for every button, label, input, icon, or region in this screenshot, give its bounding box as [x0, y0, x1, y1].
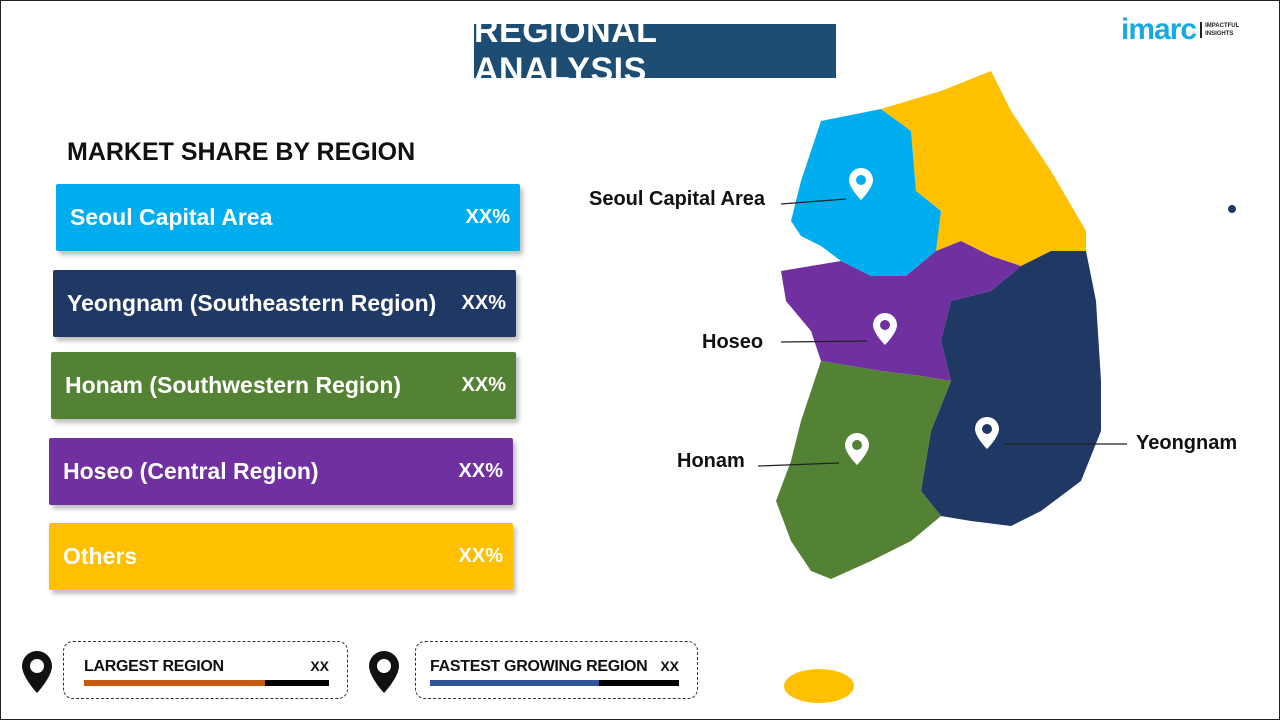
progress-fill	[84, 680, 266, 686]
progress-fill	[430, 680, 600, 686]
region-label: Honam (Southwestern Region)	[65, 372, 402, 398]
region-label: Others	[63, 543, 138, 569]
largest-region-card: LARGEST REGION XX	[63, 641, 348, 699]
map-label-seoul: Seoul Capital Area	[589, 188, 765, 210]
card-value: XX	[310, 658, 329, 674]
region-bar-others: Others XX%	[49, 523, 513, 590]
leader-line-hoseo	[780, 340, 868, 343]
map-dokdo-island	[1228, 205, 1236, 213]
logo-tagline: IMPACTFUL INSIGHTS	[1200, 22, 1239, 38]
imarc-logo: imarc IMPACTFUL INSIGHTS	[1121, 13, 1239, 47]
region-value: XX%	[458, 545, 503, 567]
region-bar-seoul: Seoul Capital Area XX%	[56, 184, 520, 251]
map-label-honam: Honam	[677, 450, 745, 472]
region-value: XX%	[465, 206, 510, 228]
pin-icon-seoul	[849, 168, 873, 200]
region-bar-hoseo: Hoseo (Central Region) XX%	[49, 438, 513, 505]
location-pin-icon	[369, 651, 399, 693]
leader-line-seoul	[780, 198, 847, 205]
map-jeju-island	[784, 669, 854, 703]
pin-icon-honam	[845, 433, 869, 465]
progress-track	[84, 680, 329, 686]
map-label-yeongnam: Yeongnam	[1136, 432, 1238, 454]
card-value: XX	[660, 658, 679, 674]
region-label: Seoul Capital Area	[70, 204, 273, 230]
map-label-hoseo: Hoseo	[702, 331, 764, 353]
card-label: LARGEST REGION	[84, 658, 224, 675]
region-value: XX%	[461, 292, 506, 314]
map-region-others	[881, 71, 1086, 266]
card-label: FASTEST GROWING REGION	[430, 658, 648, 675]
region-label: Yeongnam (Southeastern Region)	[67, 290, 437, 316]
region-bar-honam: Honam (Southwestern Region) XX%	[51, 352, 516, 419]
pin-icon-hoseo	[873, 313, 897, 345]
location-pin-icon	[22, 651, 52, 693]
region-value: XX%	[461, 374, 506, 396]
fastest-growing-region-card: FASTEST GROWING REGION XX	[415, 641, 698, 699]
pin-icon-yeongnam	[975, 417, 999, 449]
region-bar-yeongnam: Yeongnam (Southeastern Region) XX%	[53, 270, 516, 337]
region-label: Hoseo (Central Region)	[63, 458, 319, 484]
map-region-yeongnam	[921, 251, 1101, 526]
progress-track	[430, 680, 679, 686]
logo-word: imarc	[1121, 13, 1197, 46]
region-value: XX%	[458, 460, 503, 482]
section-subtitle: MARKET SHARE BY REGION	[67, 138, 416, 166]
map-region-honam	[776, 361, 951, 579]
leader-line-honam	[757, 462, 840, 467]
map-region-hoseo	[781, 241, 1021, 381]
